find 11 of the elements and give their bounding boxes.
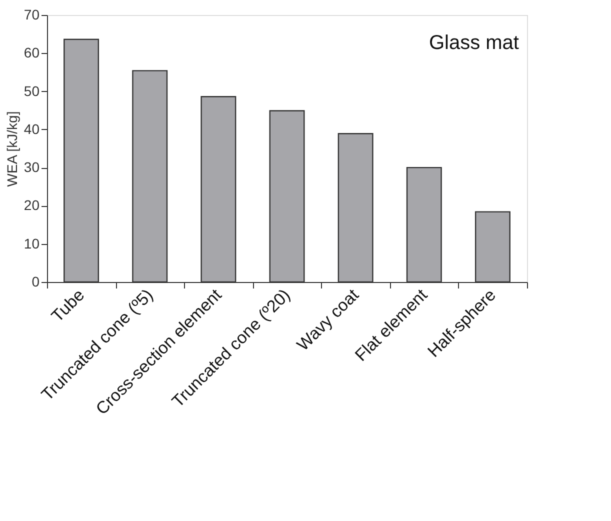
y-tick-label: 30: [24, 159, 40, 176]
y-tick-label: 60: [24, 44, 40, 61]
y-tick-label: 70: [24, 6, 40, 22]
annotation: Glass mat: [428, 32, 520, 54]
x-tick-label: Tube: [48, 285, 88, 326]
y-tick-label: 10: [24, 235, 40, 252]
y-tick-label: 50: [24, 82, 40, 99]
y-tick-label: 0: [32, 274, 40, 290]
y-axis-title: WEA [kJ/kg]: [4, 111, 20, 187]
y-tick-label: 20: [24, 197, 40, 214]
y-tick-label: 40: [24, 120, 40, 137]
